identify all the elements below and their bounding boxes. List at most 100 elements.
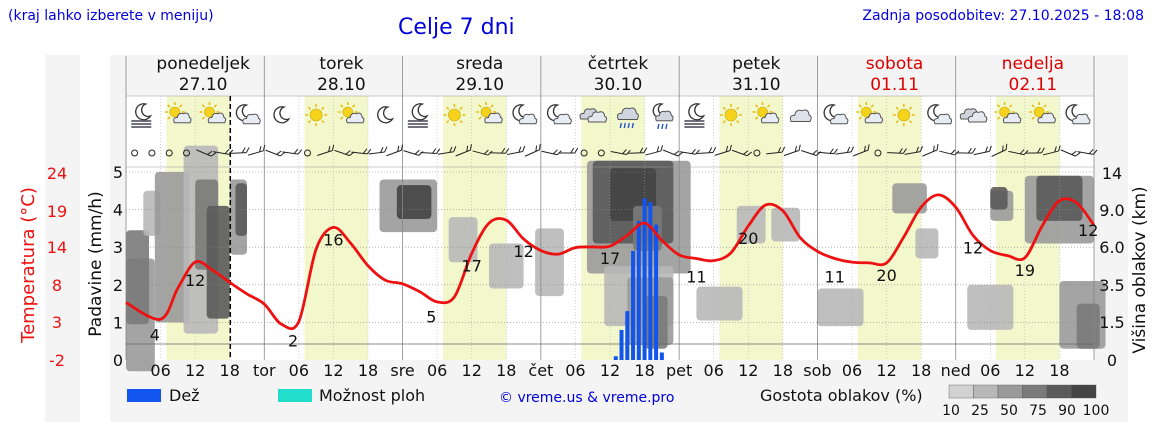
rain-bar bbox=[654, 224, 659, 360]
wind-barb-icon bbox=[351, 148, 372, 155]
temperature-label: 19 bbox=[1015, 261, 1035, 280]
cloud-cell bbox=[126, 230, 150, 325]
day-date: 30.10 bbox=[594, 75, 643, 95]
rain-bar bbox=[619, 329, 624, 360]
wind-calm-icon bbox=[753, 149, 761, 157]
hour-tick-label: 06 bbox=[704, 361, 724, 380]
wind-barb-icon bbox=[213, 148, 234, 155]
day-tick-label: tor bbox=[253, 361, 276, 380]
temperature-label: 12 bbox=[1078, 221, 1098, 240]
wind-barb-icon bbox=[265, 149, 286, 157]
hour-tick-label: 12 bbox=[462, 361, 482, 380]
day-tick-label: sre bbox=[390, 361, 414, 380]
cloudy-moon-icon bbox=[512, 104, 538, 125]
cloud-height-tick-label: 3.5 bbox=[1099, 276, 1124, 295]
hour-tick-label: 18 bbox=[634, 361, 654, 380]
precip-axis-title: Padavine (mm/h) bbox=[86, 191, 106, 336]
wind-barb-icon bbox=[922, 144, 939, 157]
cloud-height-tick-label: 0 bbox=[1107, 351, 1117, 370]
day-date: 29.10 bbox=[455, 75, 504, 95]
sun-icon bbox=[720, 104, 742, 126]
menu-hint: (kraj lahko izberete v meniju) bbox=[8, 8, 214, 24]
rain-legend-label: Dež bbox=[169, 386, 200, 405]
temperature-tick-label: 3 bbox=[52, 313, 62, 332]
wind-row bbox=[131, 143, 1098, 157]
wind-calm-icon bbox=[183, 149, 190, 157]
partly-cloudy-sun-icon bbox=[199, 102, 227, 124]
wind-barb-icon bbox=[662, 149, 683, 157]
overcast-icon bbox=[579, 108, 608, 123]
rain-bar bbox=[625, 311, 630, 360]
cloud-cell bbox=[771, 207, 801, 242]
partly-cloudy-sun-icon bbox=[337, 102, 365, 124]
temperature-line bbox=[125, 193, 1096, 331]
temperature-label: 20 bbox=[876, 266, 896, 285]
wind-barb-icon bbox=[317, 144, 335, 156]
cloud-height-axis-title: Višina oblakov (km) bbox=[1130, 186, 1150, 353]
cloudy-moon-icon bbox=[927, 104, 953, 125]
wind-barb-icon bbox=[627, 147, 648, 154]
rain-legend-swatch bbox=[127, 389, 161, 402]
sun-icon bbox=[305, 104, 328, 126]
wind-barb-icon bbox=[1077, 148, 1098, 155]
temperature-label: 4 bbox=[150, 325, 160, 344]
temperature-labels: 4 12 2 16 5 17 12 17 11 20 11 20 12 19 12 bbox=[150, 221, 1099, 351]
cloud-density-tick-label: 75 bbox=[1029, 403, 1047, 419]
wind-barb-icon bbox=[731, 149, 753, 157]
wind-calm-icon bbox=[597, 149, 605, 157]
wind-barb-icon bbox=[887, 148, 907, 154]
wind-barb-icon bbox=[1042, 145, 1061, 156]
temperature-label: 17 bbox=[600, 249, 620, 268]
wind-barb-icon bbox=[956, 147, 976, 154]
temperature-label: 11 bbox=[686, 268, 706, 287]
wind-barb-icon bbox=[524, 143, 541, 157]
wind-barb-icon bbox=[455, 144, 472, 157]
partly-cloudy-sun-icon bbox=[476, 102, 503, 124]
cloud-height-tick-label: 9.0 bbox=[1099, 201, 1124, 220]
day-name: petek bbox=[732, 54, 780, 74]
hour-tick-label: 12 bbox=[738, 361, 758, 380]
last-updated: Zadnja posodobitev: 27.10.2025 - 18:08 bbox=[862, 8, 1144, 24]
credit-text: © vreme.us & vreme.pro bbox=[499, 390, 674, 406]
hour-tick-label: 18 bbox=[773, 361, 793, 380]
wind-barb-icon bbox=[489, 147, 510, 154]
hour-tick-label: 06 bbox=[842, 361, 862, 380]
cloud-density-swatch bbox=[1046, 384, 1072, 399]
wind-barb-icon bbox=[386, 144, 404, 157]
day-name: nedelja bbox=[1002, 54, 1064, 74]
day-name: sobota bbox=[866, 54, 924, 74]
rain-bar bbox=[648, 202, 653, 360]
cloud-cell bbox=[892, 183, 927, 214]
sun-icon bbox=[443, 104, 466, 126]
wind-barb-icon bbox=[610, 149, 631, 156]
day-name: torek bbox=[319, 54, 363, 74]
cloud-cell bbox=[817, 288, 864, 327]
legend: Dež Možnost ploh © vreme.us & vreme.pro Gos… bbox=[127, 384, 1110, 419]
cloud-cell bbox=[967, 284, 1014, 330]
wind-barb-icon bbox=[714, 144, 732, 156]
wind-calm-icon bbox=[165, 149, 173, 157]
wind-barb-icon bbox=[420, 148, 441, 155]
cloud-cell bbox=[915, 228, 939, 259]
day-tick-label: pet bbox=[666, 361, 692, 380]
cloud-density-tick-label: 100 bbox=[1083, 403, 1110, 419]
wind-barb-icon bbox=[558, 147, 579, 154]
precip-tick-label: 3 bbox=[113, 238, 123, 257]
temperature-tick-label: -2 bbox=[49, 351, 65, 370]
temperature-label: 11 bbox=[825, 268, 845, 287]
cloud-density-legend-label: Gostota oblakov (%) bbox=[760, 386, 923, 405]
partly-cloudy-sun-icon bbox=[164, 102, 192, 124]
temperature-label: 16 bbox=[323, 230, 343, 249]
page-title: Celje 7 dni bbox=[398, 15, 515, 40]
cloud-cell bbox=[396, 185, 432, 219]
cloudy-moon-icon bbox=[235, 104, 261, 125]
day-tick-label: čet bbox=[528, 361, 553, 380]
wind-calm-icon bbox=[304, 149, 311, 157]
hour-tick-label: 12 bbox=[600, 361, 620, 380]
temperature-tick-label: 19 bbox=[47, 202, 67, 221]
wind-calm-icon bbox=[148, 149, 156, 157]
cloud-height-tick-label: 14 bbox=[1102, 164, 1122, 183]
temperature-label: 12 bbox=[513, 242, 533, 261]
wind-barb-icon bbox=[1060, 149, 1081, 157]
